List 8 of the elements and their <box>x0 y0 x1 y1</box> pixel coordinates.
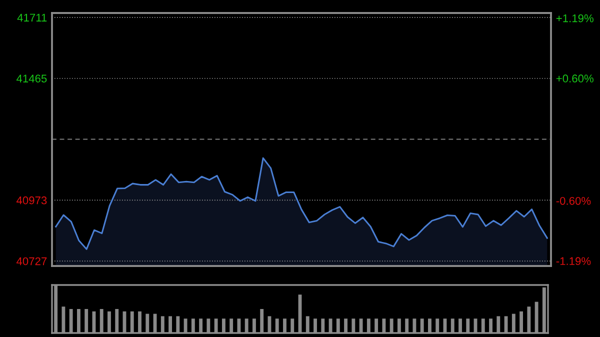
y2-tick-label: -0.60% <box>556 196 591 205</box>
y2-tick-label: -1.19% <box>556 257 591 266</box>
y-tick-label: 40727 <box>16 257 47 266</box>
y2-tick-label: +0.60% <box>556 74 594 82</box>
y-tick-label: 41465 <box>16 74 47 82</box>
y-tick-label: 41711 <box>17 14 47 22</box>
y-tick-label: 40973 <box>16 196 47 204</box>
y2-tick-label: +1.19% <box>556 14 594 22</box>
